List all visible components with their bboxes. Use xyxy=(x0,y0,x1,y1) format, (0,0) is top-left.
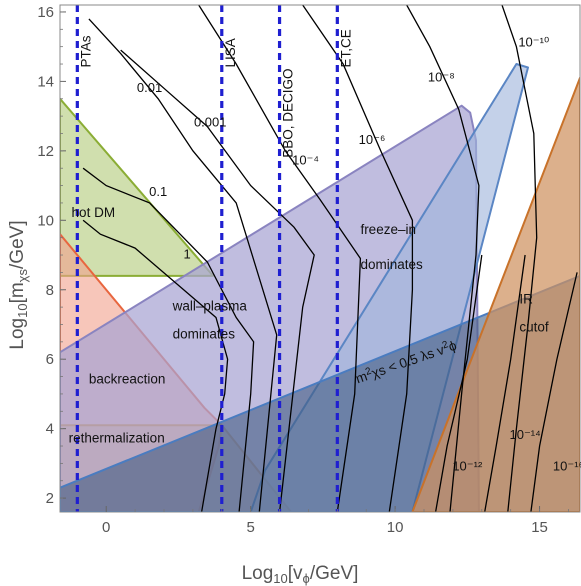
x-tick-label: 10 xyxy=(387,519,404,536)
y-tick-label: 14 xyxy=(37,73,54,90)
contour-label-2: 0.001 xyxy=(194,115,227,130)
y-tick-label: 16 xyxy=(37,4,54,21)
contour-line-6 xyxy=(406,5,480,512)
ir-label-line1: IR xyxy=(519,292,533,307)
regions xyxy=(60,63,580,512)
bound-label-part: 2 xyxy=(364,366,373,378)
region-ir-cutoff xyxy=(411,76,580,512)
contour-label-7: 10⁻¹⁰ xyxy=(518,35,549,50)
contour-line-5 xyxy=(302,5,414,512)
detector-label-0: PTAs xyxy=(78,35,93,67)
wall-plasma-label-line2: dominates xyxy=(173,326,236,341)
contour-label-6: 10⁻⁸ xyxy=(428,69,455,84)
x-tick-label: 5 xyxy=(246,519,254,536)
wall-plasma-label-line1: wall–plasma xyxy=(172,299,248,314)
x-tick-label: 0 xyxy=(102,519,110,536)
contour-line-3 xyxy=(88,18,278,512)
x-axis-label: Log10[vϕ/GeV] xyxy=(242,563,359,586)
contour-label-5: 10⁻⁶ xyxy=(359,132,386,147)
y-tick-label: 4 xyxy=(46,421,54,438)
contour-line-1 xyxy=(82,167,255,512)
contour-line-0 xyxy=(82,219,229,512)
contour-line-7 xyxy=(501,5,538,512)
backreaction-label: backreaction xyxy=(89,372,166,387)
plot-frame xyxy=(59,4,581,513)
detector-lines xyxy=(75,5,339,512)
y-tick-label: 8 xyxy=(46,282,54,299)
contour-line-2 xyxy=(120,49,315,512)
hot-dm-label: hot DM xyxy=(72,205,116,220)
contour-label-3: 0.01 xyxy=(137,80,162,95)
y-tick-label: 12 xyxy=(37,143,54,160)
detector-label-1: LISA xyxy=(223,38,238,67)
contour-line-10 xyxy=(530,272,578,512)
contour-line-8 xyxy=(434,254,483,512)
bound-label-part: 2 xyxy=(441,339,450,351)
y-tick-label: 6 xyxy=(46,351,54,368)
contour-label-0: 1 xyxy=(183,247,190,262)
x-tick-label: 15 xyxy=(531,519,548,536)
y-tick-label: 10 xyxy=(37,212,54,229)
contours xyxy=(82,5,578,512)
y-tick-label: 2 xyxy=(46,490,54,507)
contour-line-9 xyxy=(484,254,526,512)
y-axis-label: Log10[mχs/GeV] xyxy=(7,220,30,349)
contour-label-1: 0.1 xyxy=(149,184,167,199)
contour-label-9: 10⁻¹⁴ xyxy=(509,427,540,442)
region-hot-dm xyxy=(60,97,215,277)
rethermalization-label: rethermalization xyxy=(69,431,165,446)
freeze-in-label-line1: freeze–in xyxy=(360,222,416,237)
contour-label-10: 10⁻¹⁶ xyxy=(553,458,581,473)
contour-line-4 xyxy=(198,5,362,512)
contour-label-4: 10⁻⁴ xyxy=(292,153,319,168)
freeze-in-label-line2: dominates xyxy=(360,257,423,272)
detector-label-3: ET,CE xyxy=(338,29,353,67)
bound-label-part: m xyxy=(354,368,370,386)
detector-label-2: BBO, DECIGO xyxy=(281,69,296,158)
ir-label-line2: cutof xyxy=(519,319,549,334)
contour-label-8: 10⁻¹² xyxy=(452,458,483,473)
